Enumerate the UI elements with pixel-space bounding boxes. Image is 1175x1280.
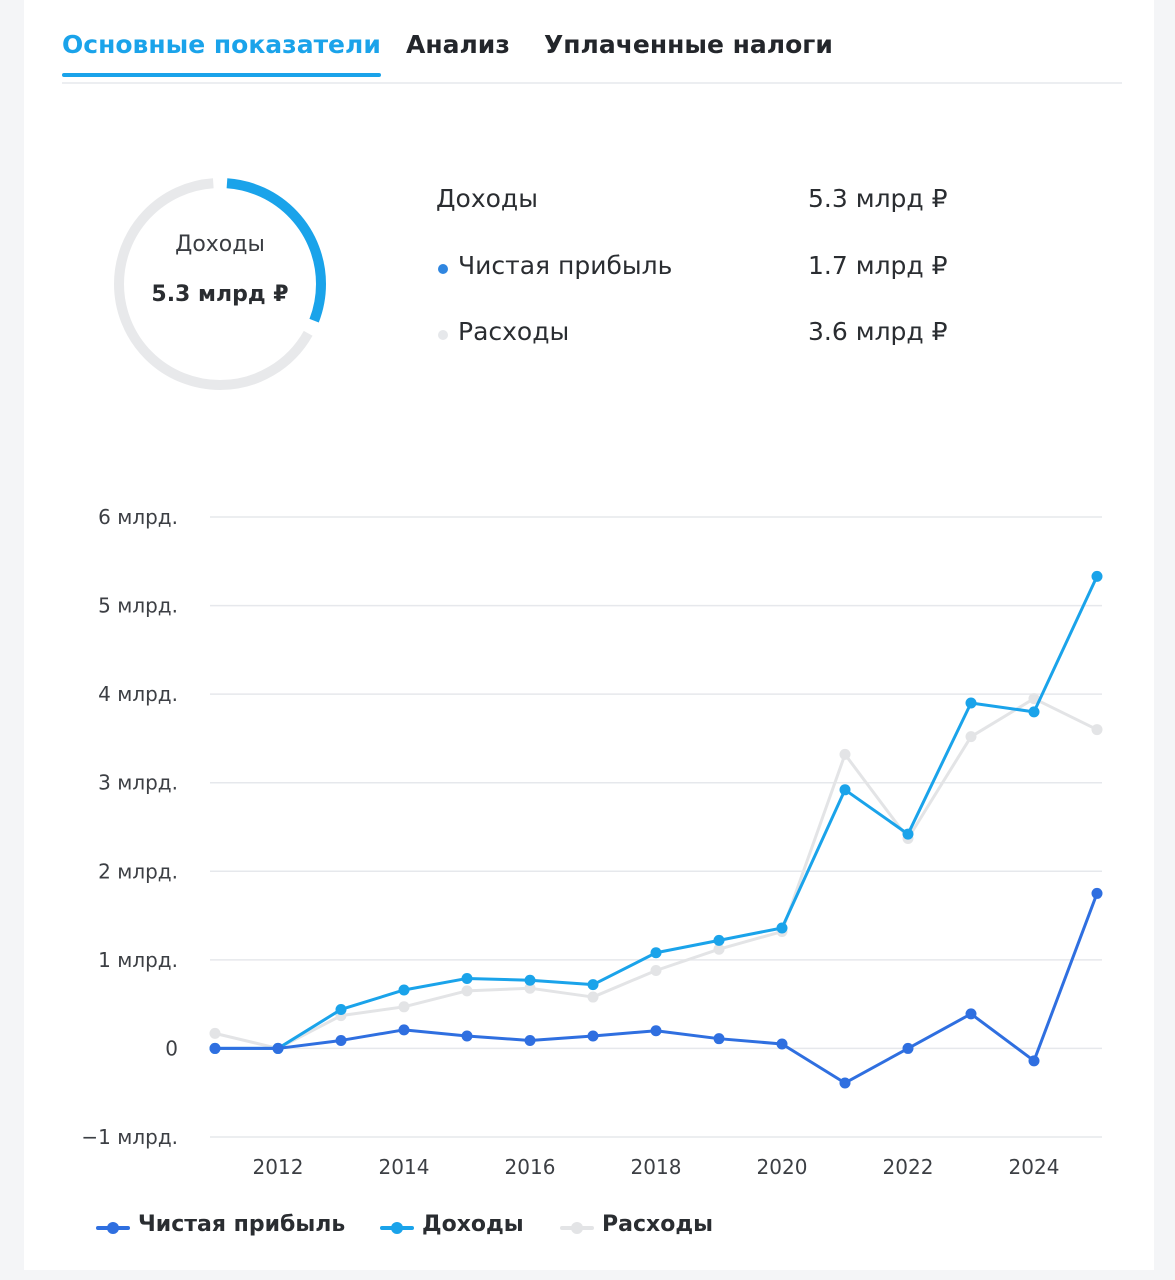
data-point[interactable] bbox=[650, 1025, 662, 1037]
summary-profit-label: Чистая прибыль bbox=[458, 251, 673, 280]
data-point[interactable] bbox=[965, 731, 977, 743]
data-point[interactable] bbox=[587, 1030, 599, 1042]
data-point[interactable] bbox=[335, 1034, 347, 1046]
expenses-dot-icon bbox=[438, 330, 448, 340]
data-point[interactable] bbox=[902, 1042, 914, 1054]
legend-income-label: Доходы bbox=[422, 1212, 524, 1237]
summary-total-row: Доходы 5.3 млрд ₽ bbox=[436, 184, 996, 224]
data-point[interactable] bbox=[965, 1008, 977, 1020]
donut-value: 5.3 млрд ₽ bbox=[151, 282, 289, 307]
x-tick-label: 2018 bbox=[631, 1155, 682, 1179]
tab-paid-taxes[interactable]: Уплаченные налоги bbox=[544, 30, 833, 59]
x-tick-label: 2024 bbox=[1009, 1155, 1060, 1179]
data-point[interactable] bbox=[1091, 724, 1103, 736]
legend-profit-label: Чистая прибыль bbox=[138, 1212, 346, 1237]
donut-segments bbox=[114, 178, 326, 390]
y-tick-label: 2 млрд. bbox=[98, 859, 178, 883]
summary-expenses-row: Расходы 3.6 млрд ₽ bbox=[436, 317, 996, 357]
data-point[interactable] bbox=[524, 974, 536, 986]
data-point[interactable] bbox=[272, 1042, 284, 1054]
data-point[interactable] bbox=[587, 979, 599, 991]
x-tick-label: 2022 bbox=[883, 1155, 934, 1179]
series-line bbox=[213, 574, 1099, 1050]
tab-bar: Основные показатели Анализ Уплаченные на… bbox=[62, 20, 1122, 84]
data-point[interactable] bbox=[524, 982, 536, 994]
series-1 bbox=[209, 570, 1103, 1054]
data-point[interactable] bbox=[839, 748, 851, 760]
y-axis-labels: 6 млрд. 5 млрд. 4 млрд. 3 млрд. 2 млрд. 1 млр… bbox=[81, 505, 178, 1149]
x-axis-labels: 2012 2014 2016 2018 2020 2022 2024 bbox=[253, 1155, 1060, 1179]
data-point[interactable] bbox=[398, 1001, 410, 1013]
summary-profit-value: 1.7 млрд ₽ bbox=[808, 251, 948, 280]
data-point[interactable] bbox=[461, 1030, 473, 1042]
donut-segment-rest bbox=[114, 178, 326, 390]
summary-total-value: 5.3 млрд ₽ bbox=[808, 184, 948, 213]
data-point[interactable] bbox=[587, 991, 599, 1003]
legend-income-icon bbox=[380, 1222, 414, 1234]
data-point[interactable] bbox=[650, 964, 662, 976]
x-tick-label: 2020 bbox=[757, 1155, 808, 1179]
finance-card: Основные показатели Анализ Уплаченные на… bbox=[24, 0, 1154, 1270]
data-point[interactable] bbox=[650, 947, 662, 959]
legend-profit-icon bbox=[96, 1222, 130, 1234]
y-tick-label: 3 млрд. bbox=[98, 771, 178, 795]
donut-title: Доходы bbox=[175, 232, 265, 257]
data-point[interactable] bbox=[398, 1024, 410, 1036]
data-point[interactable] bbox=[1028, 693, 1040, 705]
data-point[interactable] bbox=[713, 943, 725, 955]
data-point[interactable] bbox=[1028, 706, 1040, 718]
data-point[interactable] bbox=[713, 934, 725, 946]
legend-expenses-label: Расходы bbox=[602, 1212, 713, 1237]
summary-profit-row: Чистая прибыль 1.7 млрд ₽ bbox=[436, 251, 996, 291]
data-point[interactable] bbox=[398, 984, 410, 996]
tab-main-indicators[interactable]: Основные показатели bbox=[62, 30, 381, 77]
data-point[interactable] bbox=[902, 828, 914, 840]
data-point[interactable] bbox=[1028, 1055, 1040, 1067]
summary-expenses-value: 3.6 млрд ₽ bbox=[808, 317, 948, 346]
data-point[interactable] bbox=[461, 985, 473, 997]
chart-series bbox=[209, 570, 1103, 1089]
data-point[interactable] bbox=[965, 697, 977, 709]
donut-chart bbox=[114, 178, 326, 390]
summary-total-label: Доходы bbox=[436, 184, 538, 213]
series-line bbox=[213, 697, 1099, 1050]
data-point[interactable] bbox=[776, 1038, 788, 1050]
y-tick-label: 4 млрд. bbox=[98, 682, 178, 706]
data-point[interactable] bbox=[1091, 570, 1103, 582]
data-point[interactable] bbox=[839, 784, 851, 796]
tab-analysis[interactable]: Анализ bbox=[406, 30, 510, 59]
data-point[interactable] bbox=[461, 972, 473, 984]
data-point[interactable] bbox=[335, 1003, 347, 1015]
x-tick-label: 2012 bbox=[253, 1155, 304, 1179]
x-tick-label: 2016 bbox=[505, 1155, 556, 1179]
y-tick-label: −1 млрд. bbox=[81, 1125, 178, 1149]
x-tick-label: 2014 bbox=[379, 1155, 430, 1179]
series-2 bbox=[209, 887, 1103, 1089]
data-point[interactable] bbox=[209, 1027, 221, 1039]
data-point[interactable] bbox=[524, 1034, 536, 1046]
y-tick-label: 1 млрд. bbox=[98, 948, 178, 972]
data-point[interactable] bbox=[209, 1042, 221, 1054]
data-point[interactable] bbox=[713, 1033, 725, 1045]
donut-segment-profit bbox=[114, 178, 326, 390]
y-tick-label: 6 млрд. bbox=[98, 505, 178, 529]
y-tick-label: 0 bbox=[165, 1036, 178, 1060]
chart-grid bbox=[210, 516, 1102, 1138]
series-0 bbox=[209, 693, 1103, 1054]
y-tick-label: 5 млрд. bbox=[98, 594, 178, 618]
data-point[interactable] bbox=[839, 1077, 851, 1089]
data-point[interactable] bbox=[1091, 887, 1103, 899]
series-line bbox=[213, 891, 1099, 1085]
income-donut: Доходы 5.3 млрд ₽ bbox=[108, 172, 332, 396]
data-point[interactable] bbox=[776, 922, 788, 934]
line-chart: 6 млрд. 5 млрд. 4 млрд. 3 млрд. 2 млрд. 1 млр… bbox=[81, 505, 1103, 1179]
profit-dot-icon bbox=[438, 264, 448, 274]
summary-expenses-label: Расходы bbox=[458, 317, 570, 346]
legend-expenses-icon bbox=[560, 1222, 594, 1234]
